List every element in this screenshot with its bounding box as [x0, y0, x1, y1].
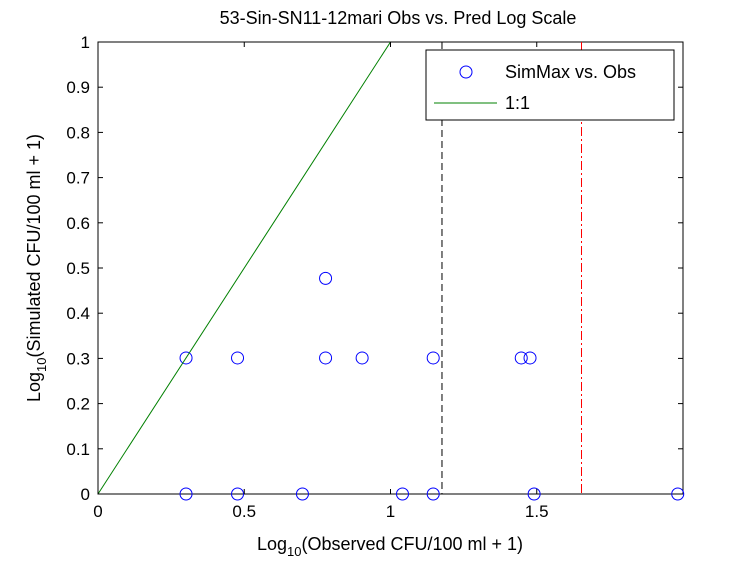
data-point	[395, 487, 409, 501]
data-point	[231, 351, 245, 365]
one-to-one-line	[97, 41, 391, 495]
y-tick-label: 0	[81, 485, 90, 504]
data-point	[426, 351, 440, 365]
x-tick-label: 1	[386, 502, 395, 521]
x-tick-label: 0	[93, 502, 102, 521]
y-tick-label: 0.3	[66, 349, 90, 368]
data-point	[179, 487, 193, 501]
data-point	[231, 487, 245, 501]
y-tick-label: 0.2	[66, 395, 90, 414]
series-layer	[97, 41, 685, 501]
y-tick-label: 0.9	[66, 78, 90, 97]
chart-title: 53-Sin-SN11-12mari Obs vs. Pred Log Scal…	[220, 8, 577, 28]
axis-ticks	[97, 41, 683, 495]
y-tick-label: 0.5	[66, 259, 90, 278]
data-point	[671, 487, 685, 501]
data-point	[527, 487, 541, 501]
data-point	[295, 487, 309, 501]
data-point	[355, 351, 369, 365]
x-tick-label: 1.5	[525, 502, 549, 521]
data-point	[426, 487, 440, 501]
y-axis-label: Log10(Simulated CFU/100 ml + 1)	[24, 134, 49, 402]
legend-marker-circle-icon	[459, 65, 473, 79]
x-axis-label: Log10(Observed CFU/100 ml + 1)	[257, 534, 523, 559]
x-tick-labels: 0 0.5 1 1.5	[93, 502, 548, 521]
data-point	[319, 271, 333, 285]
legend-entry-one-to-one: 1:1	[505, 93, 530, 113]
data-point	[523, 351, 537, 365]
x-tick-label: 0.5	[232, 502, 256, 521]
legend-entry-simmax: SimMax vs. Obs	[505, 62, 636, 82]
data-point	[514, 351, 528, 365]
y-tick-label: 0.7	[66, 169, 90, 188]
legend-box	[425, 49, 675, 121]
y-tick-label: 0.4	[66, 304, 90, 323]
legend: SimMax vs. Obs 1:1	[425, 49, 675, 121]
y-tick-label: 0.1	[66, 440, 90, 459]
data-point	[179, 351, 193, 365]
y-tick-label: 0.8	[66, 123, 90, 142]
y-tick-labels: 0 0.1 0.2 0.3 0.4 0.5 0.6 0.7 0.8 0.9 1	[66, 33, 90, 504]
y-tick-label: 1	[81, 33, 90, 52]
data-point	[319, 351, 333, 365]
y-tick-label: 0.6	[66, 214, 90, 233]
